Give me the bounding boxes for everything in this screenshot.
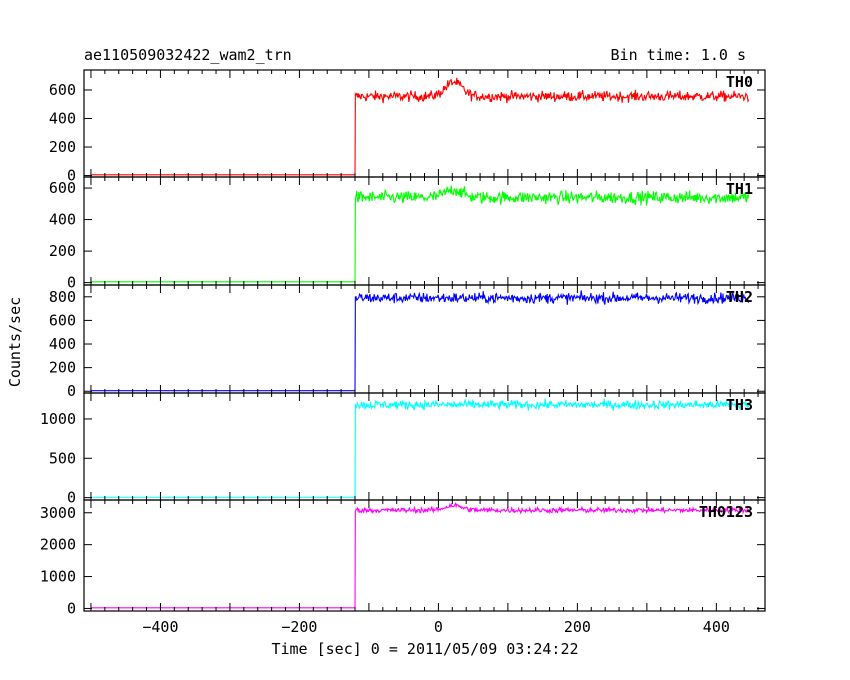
x-axis-label: Time [sec] 0 = 2011/05/09 03:24:22 xyxy=(271,640,578,658)
series-line-th1 xyxy=(90,185,750,283)
x-tick-label: 400 xyxy=(703,618,730,636)
y-tick-label-th0: 600 xyxy=(49,81,76,99)
y-tick-label-th1: 600 xyxy=(49,179,76,197)
y-tick-label-th0123: 3000 xyxy=(40,504,76,522)
y-tick-label-th3: 500 xyxy=(49,449,76,467)
series-line-th2 xyxy=(90,290,750,392)
panel-frame-th1 xyxy=(83,176,766,286)
series-line-th0123 xyxy=(90,501,750,609)
x-tick-label: 0 xyxy=(434,618,443,636)
y-tick-label-th0123: 0 xyxy=(67,599,76,617)
series-line-th3 xyxy=(90,398,750,498)
y-tick-label-th1: 200 xyxy=(49,242,76,260)
panel-frame-th0 xyxy=(83,69,766,178)
panel-label-th2: TH2 xyxy=(726,288,753,306)
y-tick-label-th3: 0 xyxy=(67,489,76,507)
series-line-th0 xyxy=(90,77,750,176)
panel-label-th1: TH1 xyxy=(726,180,753,198)
y-tick-label-th2: 400 xyxy=(49,335,76,353)
y-tick-label-th1: 0 xyxy=(67,274,76,292)
panel-frame-th0123 xyxy=(83,499,766,612)
y-axis-label: Counts/sec xyxy=(6,297,24,387)
y-tick-label-th0123: 2000 xyxy=(40,536,76,554)
x-tick-label: −200 xyxy=(281,618,317,636)
y-tick-label-th0123: 1000 xyxy=(40,568,76,586)
y-tick-label-th3: 1000 xyxy=(40,410,76,428)
y-tick-label-th2: 200 xyxy=(49,359,76,377)
x-tick-label: 200 xyxy=(564,618,591,636)
bin-time-label: Bin time: 1.0 s xyxy=(611,46,746,64)
chart-title: ae110509032422_wam2_trn xyxy=(84,46,292,64)
panels-group: 0 200 400 600 TH0 0 200 400 600 TH1 0 200 400 600 800 T… xyxy=(40,69,766,636)
y-tick-label-th0: 200 xyxy=(49,138,76,156)
panel-frame-th2 xyxy=(83,284,766,394)
panel-label-th0123: TH0123 xyxy=(699,503,753,521)
panel-label-th0: TH0 xyxy=(726,73,753,91)
y-tick-label-th2: 0 xyxy=(67,382,76,400)
y-tick-label-th0: 0 xyxy=(67,167,76,185)
y-tick-label-th0: 400 xyxy=(49,110,76,128)
y-tick-label-th2: 800 xyxy=(49,288,76,306)
y-tick-label-th2: 600 xyxy=(49,311,76,329)
panel-label-th3: TH3 xyxy=(726,396,753,414)
x-tick-label: −400 xyxy=(142,618,178,636)
y-tick-label-th1: 400 xyxy=(49,211,76,229)
